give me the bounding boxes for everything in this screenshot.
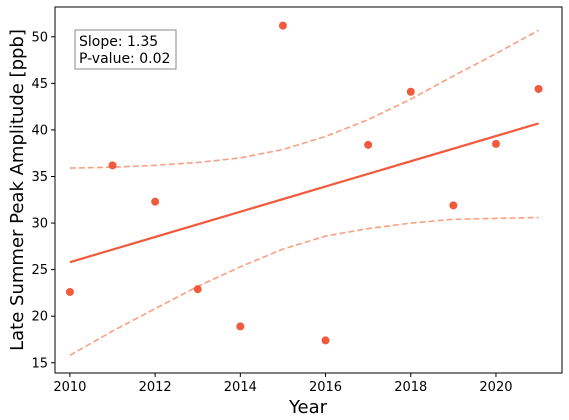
data-point	[151, 197, 160, 206]
data-point	[193, 285, 202, 294]
plot-area-frame	[54, 6, 563, 374]
x-axis-title: Year	[288, 397, 328, 418]
data-points-layer	[65, 21, 543, 345]
regression-line	[69, 122, 539, 264]
y-axis-title: Late Summer Peak Amplitude [ppb]	[7, 29, 28, 351]
y-tick-label: 50	[31, 30, 48, 45]
data-point	[491, 139, 500, 148]
stats-annotation-box	[74, 29, 177, 70]
data-point	[278, 21, 287, 30]
data-point	[236, 322, 245, 331]
x-tick-label: 2012	[139, 380, 172, 395]
data-point	[321, 336, 330, 345]
data-point	[65, 287, 74, 296]
y-tick-label: 45	[31, 77, 48, 92]
x-tick-label: 2018	[394, 380, 427, 395]
data-point	[364, 140, 373, 149]
y-tick-label: 40	[31, 123, 48, 138]
x-axis-ticks: 2010 2012 2014 2016 2018 2020	[53, 373, 513, 395]
stats-annotation: Slope: 1.35 P-value: 0.02	[74, 29, 177, 70]
y-tick-label: 20	[31, 310, 48, 325]
data-point	[449, 201, 458, 210]
x-tick-label: 2016	[309, 380, 342, 395]
x-tick-label: 2020	[479, 380, 512, 395]
x-tick-label: 2014	[224, 380, 257, 395]
data-point	[406, 87, 415, 96]
pvalue-text: P-value: 0.02	[79, 51, 170, 67]
y-axis-ticks: 15 20 25 30 35 40 45 50	[31, 30, 55, 371]
y-tick-label: 30	[31, 217, 48, 232]
confidence-band-layer	[69, 29, 539, 356]
data-point	[534, 84, 543, 93]
y-tick-label: 25	[31, 263, 48, 278]
y-tick-label: 35	[31, 170, 48, 185]
confidence-lower-line	[69, 216, 539, 356]
x-tick-label: 2010	[53, 380, 86, 395]
confidence-upper-line	[69, 29, 539, 169]
y-tick-label: 15	[31, 356, 48, 371]
fit-line-layer	[69, 122, 539, 264]
slope-text: Slope: 1.35	[79, 34, 158, 50]
data-point	[108, 161, 117, 170]
